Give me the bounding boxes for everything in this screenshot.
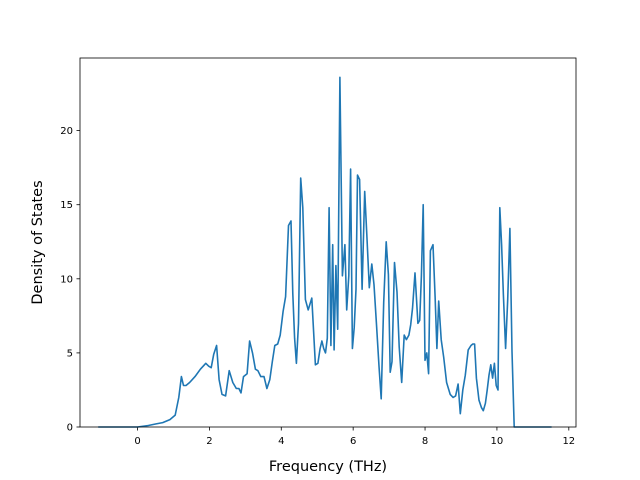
x-tick-label: 12 bbox=[562, 436, 575, 447]
y-tick-label: 20 bbox=[60, 126, 73, 137]
y-tick-label: 15 bbox=[60, 200, 73, 211]
x-axis-label: Frequency (THz) bbox=[269, 459, 387, 475]
x-tick-label: 4 bbox=[278, 436, 284, 447]
y-tick-label: 10 bbox=[60, 274, 73, 285]
x-tick-label: 6 bbox=[350, 436, 356, 447]
x-axis-ticks: 0 2 4 6 8 10 12 bbox=[134, 427, 575, 447]
y-axis-label: Density of States bbox=[30, 180, 46, 304]
plot-area bbox=[98, 76, 552, 428]
x-tick-label: 8 bbox=[422, 436, 428, 447]
x-tick-label: 2 bbox=[206, 436, 212, 447]
y-axis-ticks: 0 5 10 15 20 bbox=[60, 126, 80, 434]
plot-frame bbox=[79, 57, 577, 428]
y-tick-label: 0 bbox=[67, 423, 73, 434]
y-tick-label: 5 bbox=[67, 348, 73, 359]
x-tick-label: 10 bbox=[491, 436, 504, 447]
dos-series-line bbox=[98, 76, 552, 428]
x-tick-label: 0 bbox=[134, 436, 140, 447]
